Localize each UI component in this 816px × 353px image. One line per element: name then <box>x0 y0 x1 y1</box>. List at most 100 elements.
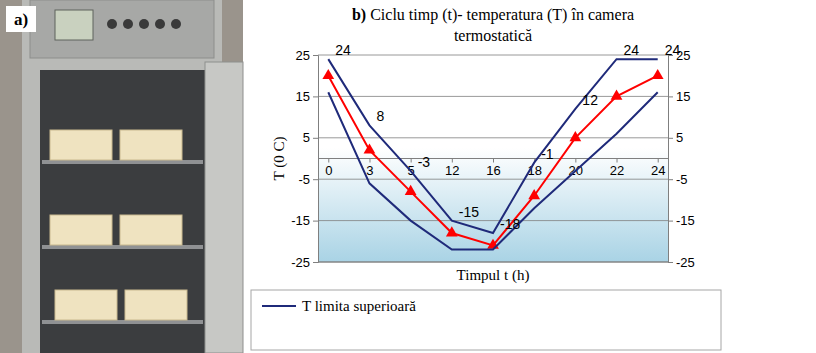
y-axis-tick-mark <box>313 221 318 222</box>
data-label: -15 <box>459 204 479 220</box>
photo-cheese <box>125 290 187 320</box>
series-marker <box>446 226 458 236</box>
y2-axis-tick: 15 <box>668 89 690 104</box>
y2-axis-tick-label: -15 <box>676 213 695 228</box>
grid <box>318 55 668 262</box>
x-axis-tick: 12 <box>445 159 459 178</box>
y2-axis-tick-label: 15 <box>676 89 690 104</box>
y2-axis-tick-mark <box>668 138 673 139</box>
y2-axis-tick: -25 <box>668 255 695 270</box>
photo-button <box>171 19 181 29</box>
grid-line <box>318 137 668 138</box>
figure: a) b) Ciclu timp (t)- temperatura (T) în … <box>0 0 816 353</box>
series-line <box>328 92 657 249</box>
y2-axis-tick-mark <box>668 221 673 222</box>
y2-axis-tick-mark <box>668 179 673 180</box>
x-axis-title: Timpul t (h) <box>457 267 530 284</box>
y2-axis-tick: 5 <box>668 130 683 145</box>
photo-button <box>123 19 133 29</box>
legend-box <box>251 290 721 350</box>
photo-button <box>139 19 149 29</box>
y-axis-tick-label: -25 <box>291 255 310 270</box>
y2-axis-tick-label: -25 <box>676 255 695 270</box>
x-axis-tick-label: 16 <box>486 163 500 178</box>
y-axis-tick: -15 <box>291 213 318 228</box>
x-axis-tick-label: 0 <box>325 163 332 178</box>
photo-control-panel <box>30 0 214 58</box>
y-axis-tick: 15 <box>296 89 318 104</box>
chart-title-text: termostatică <box>454 27 532 44</box>
photo: a) <box>0 0 243 353</box>
data-labels: 248-3-15-18-1122424 <box>335 42 680 232</box>
y-axis-tick: -25 <box>291 255 318 270</box>
chart-title-text: Ciclu timp (t)- temperatura (T) în camer… <box>370 6 634 24</box>
series-marker <box>487 239 499 249</box>
photo-shelf <box>42 320 203 324</box>
grid-line <box>318 262 668 263</box>
y-axis-tick-label: 5 <box>303 130 310 145</box>
y-axis-tick-label: 15 <box>296 89 310 104</box>
series-marker <box>364 143 376 153</box>
series-marker <box>652 69 664 79</box>
photo-cheese <box>120 215 182 245</box>
y2-axis: -25-15-551525 <box>668 48 695 270</box>
photo-cheese <box>50 215 112 245</box>
photo-cheese <box>120 130 182 160</box>
photo-shelf <box>42 245 203 249</box>
plot-frame-bottom <box>318 262 668 263</box>
photo-label: a) <box>14 10 28 29</box>
y2-axis-tick-mark <box>668 96 673 97</box>
y-axis-tick-mark <box>313 96 318 97</box>
y-axis-line <box>313 56 319 263</box>
data-label: -3 <box>418 154 431 170</box>
data-label: 24 <box>335 42 351 58</box>
data-label: -1 <box>541 146 554 162</box>
x-axis-tick: 24 <box>651 159 665 178</box>
y2-axis-line <box>669 56 674 263</box>
series-marker <box>322 69 334 79</box>
series-marker <box>569 131 581 141</box>
photo-label-box <box>6 6 36 32</box>
legend-swatch <box>262 305 296 307</box>
x-axis-tick-label: 24 <box>651 163 665 178</box>
photo-button <box>155 19 165 29</box>
photo-button <box>107 19 117 29</box>
chart-label: b) <box>352 6 370 24</box>
grid-line <box>318 179 668 180</box>
y-axis-tick-mark <box>313 55 318 56</box>
x-axis-tick-label: 12 <box>445 163 459 178</box>
y-axis-title: T (0 C) <box>271 137 288 181</box>
x-axis-tick: 3 <box>366 159 373 178</box>
y2-axis-tick-label: -5 <box>676 172 688 187</box>
x-axis-tick: 22 <box>610 159 624 178</box>
series-marker <box>611 90 623 100</box>
y-axis-tick: -5 <box>298 172 318 187</box>
x-axis-tick-label: 3 <box>366 163 373 178</box>
photo-door <box>205 62 243 353</box>
data-label: -18 <box>500 216 520 232</box>
photo-cabinet <box>22 0 222 353</box>
y-axis-tick-label: -15 <box>291 213 310 228</box>
y2-axis-tick-label: 5 <box>676 130 683 145</box>
y-axis: -25 -15 -5 5 15 25 <box>291 48 318 270</box>
grid-line <box>318 220 668 221</box>
series-marker <box>405 185 417 195</box>
grid-line <box>318 55 668 56</box>
y-axis-tick-label: 25 <box>296 48 310 63</box>
x-axis-tick: 0 <box>325 159 332 178</box>
y2-axis-tick-mark <box>668 262 673 263</box>
y-axis-tick-label: -5 <box>298 172 310 187</box>
photo-cheese <box>50 130 112 160</box>
y-axis-tick-mark <box>313 179 318 180</box>
x-axis-tick: 16 <box>486 159 500 178</box>
plot-marks <box>322 59 663 249</box>
data-label: 24 <box>624 42 640 58</box>
legend: T limita superioară <box>251 290 721 350</box>
series-line <box>328 76 657 246</box>
series-marker <box>528 189 540 199</box>
chart-title: termostatică <box>454 27 532 44</box>
y-axis-tick: 25 <box>296 48 318 63</box>
photo-shelf <box>42 160 203 164</box>
y-axis-tick-mark <box>313 262 318 263</box>
plot-area <box>318 55 668 262</box>
